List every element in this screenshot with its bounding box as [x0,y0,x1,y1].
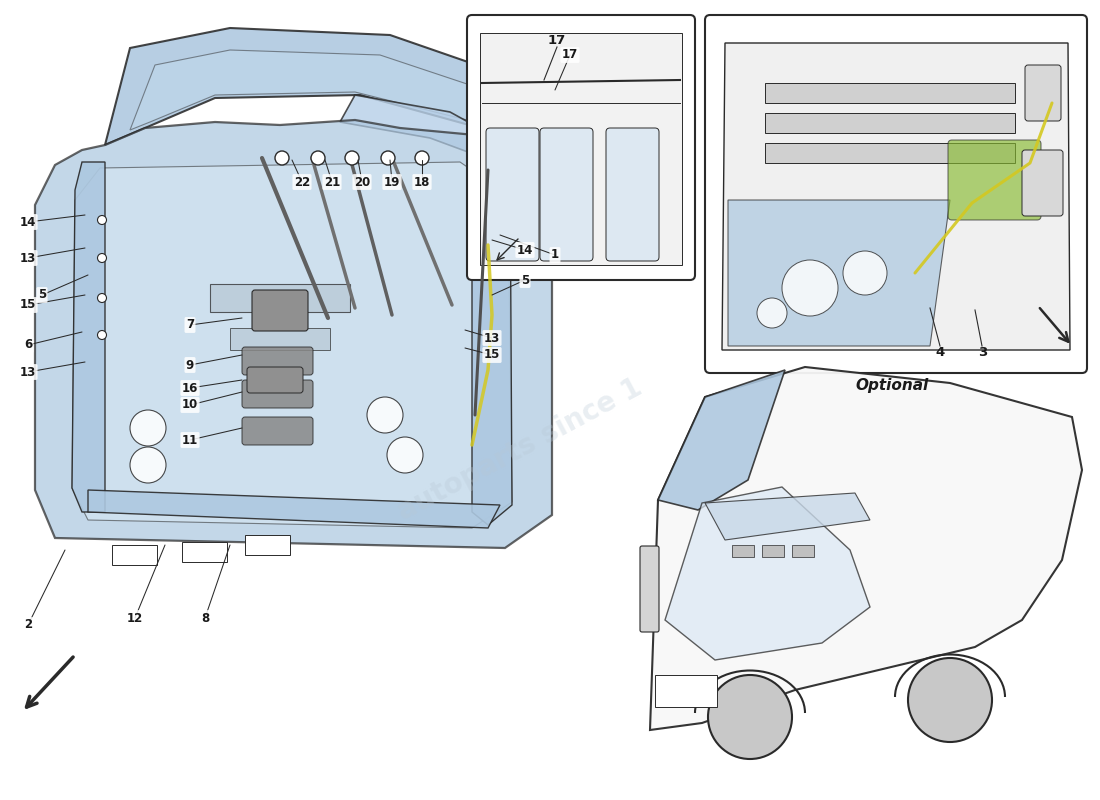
Polygon shape [722,43,1070,350]
Circle shape [130,410,166,446]
FancyBboxPatch shape [540,128,593,261]
Circle shape [311,151,324,165]
FancyBboxPatch shape [468,15,695,280]
FancyBboxPatch shape [705,15,1087,373]
Text: 1: 1 [551,249,559,262]
Polygon shape [472,158,512,525]
FancyBboxPatch shape [248,367,302,393]
Text: 3: 3 [978,346,987,359]
Bar [182,542,227,562]
Circle shape [98,254,107,262]
Text: 16: 16 [182,382,198,394]
Text: 9: 9 [186,358,194,371]
Bar [792,545,814,557]
Bar [764,113,1015,133]
Text: 14: 14 [517,243,534,257]
Text: 4: 4 [935,346,944,359]
Text: 22: 22 [294,175,310,189]
Text: 18: 18 [414,175,430,189]
Text: 20: 20 [354,175,370,189]
Text: 13: 13 [484,331,500,345]
Circle shape [757,298,786,328]
Text: 21: 21 [323,175,340,189]
Text: 15: 15 [484,349,500,362]
Polygon shape [480,33,682,265]
Circle shape [782,260,838,316]
FancyBboxPatch shape [242,347,314,375]
Text: 6: 6 [24,338,32,351]
Polygon shape [666,487,870,660]
FancyBboxPatch shape [948,140,1041,220]
Circle shape [415,151,429,165]
Text: 2: 2 [24,618,32,631]
Bar [732,545,754,557]
Circle shape [98,294,107,302]
Text: 8: 8 [201,611,209,625]
Bar [764,83,1015,103]
Bar [245,535,290,555]
Text: autoparts since 1: autoparts since 1 [393,374,647,526]
FancyBboxPatch shape [1025,65,1062,121]
Polygon shape [72,162,104,512]
Text: 12: 12 [126,611,143,625]
Circle shape [275,151,289,165]
Text: 5: 5 [521,274,529,286]
Circle shape [908,658,992,742]
Polygon shape [650,367,1082,730]
Circle shape [98,215,107,225]
Text: 15: 15 [20,298,36,311]
Text: 10: 10 [182,398,198,411]
Text: 7: 7 [186,318,194,331]
Circle shape [130,447,166,483]
Polygon shape [340,95,542,182]
Polygon shape [130,50,520,140]
Circle shape [98,330,107,339]
FancyBboxPatch shape [242,417,314,445]
Bar [230,328,330,350]
Text: 17: 17 [548,34,566,46]
Text: 19: 19 [384,175,400,189]
Bar [654,675,717,707]
FancyBboxPatch shape [640,546,659,632]
Polygon shape [35,120,552,548]
Circle shape [387,437,424,473]
Text: 14: 14 [20,215,36,229]
FancyBboxPatch shape [486,128,539,261]
Text: 5: 5 [37,289,46,302]
Polygon shape [728,200,950,346]
Polygon shape [104,28,550,145]
Circle shape [345,151,359,165]
Polygon shape [88,490,500,528]
Circle shape [708,675,792,759]
Text: 13: 13 [20,366,36,378]
Circle shape [367,397,403,433]
FancyBboxPatch shape [1022,150,1063,216]
Text: 17: 17 [562,49,579,62]
Text: 13: 13 [20,251,36,265]
Polygon shape [705,493,870,540]
Text: Optional: Optional [856,378,928,393]
Bar [210,284,350,312]
Polygon shape [72,162,512,528]
Text: 11: 11 [182,434,198,446]
Bar [112,545,157,565]
FancyBboxPatch shape [252,290,308,331]
FancyBboxPatch shape [606,128,659,261]
Circle shape [381,151,395,165]
Bar [762,545,784,557]
FancyBboxPatch shape [242,380,314,408]
Bar [764,143,1015,163]
Polygon shape [658,370,785,510]
Circle shape [843,251,887,295]
